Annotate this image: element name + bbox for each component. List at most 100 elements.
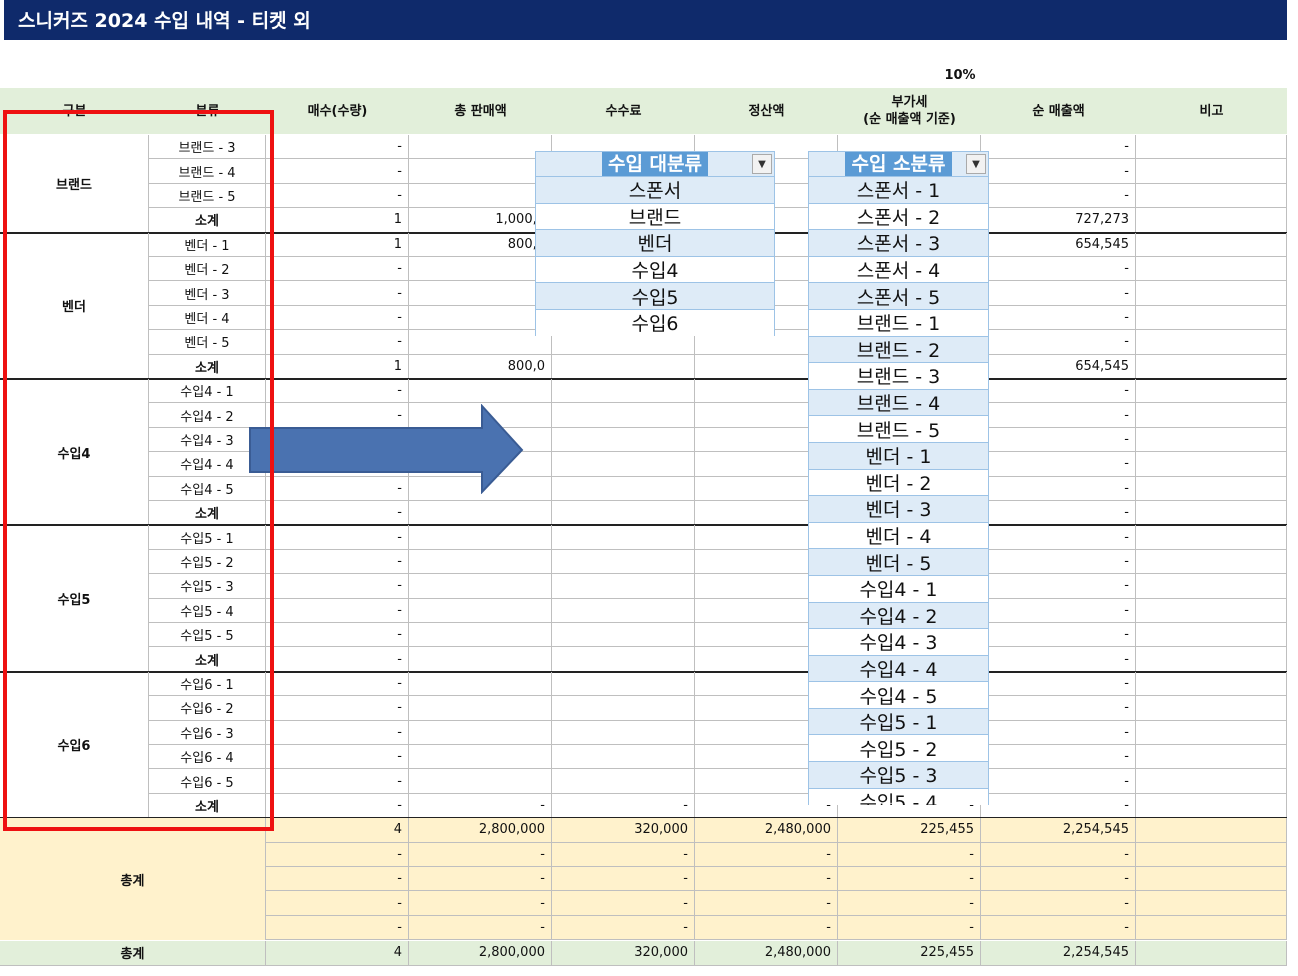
net-cell[interactable]: - xyxy=(981,305,1136,331)
subcategory-cell[interactable]: 수입4 - 1 xyxy=(149,379,266,404)
subcategory-cell[interactable]: 수입6 - 3 xyxy=(149,720,266,745)
slicer-item[interactable]: 수입6 xyxy=(535,309,775,336)
slicer-item[interactable]: 브랜드 - 4 xyxy=(808,389,989,417)
sales-cell[interactable] xyxy=(409,330,552,355)
subcategory-cell[interactable]: 수입5 - 5 xyxy=(149,623,266,648)
grand-total-fee-cell[interactable]: 320,000 xyxy=(552,941,695,966)
subcategory-cell[interactable]: 브랜드 - 5 xyxy=(149,183,266,209)
remark-cell[interactable] xyxy=(1136,330,1287,355)
qty-cell[interactable]: - xyxy=(266,135,409,160)
sales-cell[interactable]: 800,0 xyxy=(409,354,552,379)
total-remark-cell[interactable] xyxy=(1136,915,1287,941)
remark-cell[interactable] xyxy=(1136,501,1287,526)
grand-total-net-cell[interactable]: 2,254,545 xyxy=(981,941,1136,966)
net-cell[interactable]: - xyxy=(981,476,1136,501)
fee-cell[interactable] xyxy=(552,769,695,794)
net-cell[interactable]: - xyxy=(981,379,1136,404)
fee-cell[interactable] xyxy=(552,720,695,745)
total-vat-cell[interactable]: - xyxy=(838,867,981,892)
sales-cell[interactable]: - xyxy=(409,793,552,819)
sales-cell[interactable] xyxy=(409,769,552,794)
qty-cell[interactable]: - xyxy=(266,623,409,648)
qty-cell[interactable]: - xyxy=(266,257,409,282)
sales-cell[interactable] xyxy=(409,525,552,550)
subcategory-cell[interactable]: 벤더 - 2 xyxy=(149,257,266,282)
slicer-item[interactable]: 수입4 xyxy=(535,256,775,284)
slicer-item[interactable]: 벤더 - 1 xyxy=(808,442,989,470)
grand-total-settle-cell[interactable]: 2,480,000 xyxy=(695,941,838,966)
total-fee-cell[interactable]: 320,000 xyxy=(552,818,695,843)
remark-cell[interactable] xyxy=(1136,769,1287,794)
qty-cell[interactable]: - xyxy=(266,159,409,184)
vat-rate[interactable]: 10% xyxy=(944,68,976,83)
net-cell[interactable]: - xyxy=(981,696,1136,721)
sales-cell[interactable] xyxy=(409,305,552,331)
fee-cell[interactable] xyxy=(552,696,695,721)
net-cell[interactable]: - xyxy=(981,720,1136,745)
subcategory-cell[interactable]: 벤더 - 3 xyxy=(149,281,266,306)
total-sales-cell[interactable]: 2,800,000 xyxy=(409,818,552,843)
remark-cell[interactable] xyxy=(1136,647,1287,672)
total-sales-cell[interactable]: - xyxy=(409,842,552,867)
major-category-table[interactable]: 수입 대분류 ▼ 스폰서 브랜드 벤더 수입4 수입5 수입6 xyxy=(535,151,775,336)
net-cell[interactable]: - xyxy=(981,501,1136,526)
total-qty-cell[interactable]: 4 xyxy=(266,818,409,843)
sales-cell[interactable] xyxy=(409,159,552,184)
slicer-item[interactable]: 브랜드 - 1 xyxy=(808,309,989,337)
sales-cell[interactable] xyxy=(409,598,552,623)
net-cell[interactable]: - xyxy=(981,403,1136,428)
fee-cell[interactable] xyxy=(552,671,695,697)
remark-cell[interactable] xyxy=(1136,159,1287,184)
subcategory-cell[interactable]: 벤더 - 5 xyxy=(149,330,266,355)
net-cell[interactable]: - xyxy=(981,525,1136,550)
sales-cell[interactable] xyxy=(409,671,552,697)
net-cell[interactable]: - xyxy=(981,574,1136,599)
remark-cell[interactable] xyxy=(1136,208,1287,233)
net-cell[interactable]: - xyxy=(981,452,1136,477)
slicer-item[interactable]: 스폰서 - 4 xyxy=(808,256,989,284)
qty-cell[interactable]: - xyxy=(266,549,409,575)
qty-cell[interactable]: - xyxy=(266,476,409,501)
fee-cell[interactable] xyxy=(552,525,695,550)
subcategory-cell[interactable]: 벤더 - 1 xyxy=(149,232,266,257)
remark-cell[interactable] xyxy=(1136,623,1287,648)
total-net-cell[interactable]: - xyxy=(981,915,1136,941)
total-qty-cell[interactable]: - xyxy=(266,891,409,916)
grand-total-qty-cell[interactable]: 4 xyxy=(266,941,409,966)
slicer-item[interactable]: 브랜드 - 2 xyxy=(808,336,989,364)
sales-cell[interactable] xyxy=(409,452,552,477)
fee-cell[interactable] xyxy=(552,574,695,599)
fee-cell[interactable] xyxy=(552,379,695,404)
qty-cell[interactable]: - xyxy=(266,720,409,745)
slicer-item[interactable]: 벤더 - 4 xyxy=(808,522,989,550)
qty-cell[interactable]: - xyxy=(266,183,409,209)
qty-cell[interactable]: 1 xyxy=(266,232,409,257)
subcategory-cell[interactable]: 수입6 - 4 xyxy=(149,745,266,770)
fee-cell[interactable] xyxy=(552,476,695,501)
slicer-item[interactable]: 브랜드 - 3 xyxy=(808,363,989,390)
fee-cell[interactable] xyxy=(552,623,695,648)
fee-cell[interactable] xyxy=(552,427,695,453)
sales-cell[interactable]: 1,000,0 xyxy=(409,208,552,233)
total-settle-cell[interactable]: 2,480,000 xyxy=(695,818,838,843)
total-remark-cell[interactable] xyxy=(1136,891,1287,916)
slicer-item[interactable]: 벤더 - 2 xyxy=(808,469,989,497)
remark-cell[interactable] xyxy=(1136,696,1287,721)
minor-category-header[interactable]: 수입 소분류 ▼ xyxy=(808,151,989,177)
remark-cell[interactable] xyxy=(1136,183,1287,209)
sales-cell[interactable] xyxy=(409,501,552,526)
slicer-item[interactable]: 수입5 xyxy=(535,283,775,310)
slicer-item[interactable]: 스폰서 - 2 xyxy=(808,203,989,231)
total-net-cell[interactable]: - xyxy=(981,891,1136,916)
fee-cell[interactable] xyxy=(552,452,695,477)
qty-cell[interactable]: - xyxy=(266,501,409,526)
net-cell[interactable]: - xyxy=(981,745,1136,770)
fee-cell[interactable] xyxy=(552,330,695,355)
remark-cell[interactable] xyxy=(1136,549,1287,575)
sales-cell[interactable] xyxy=(409,745,552,770)
sales-cell[interactable] xyxy=(409,183,552,209)
net-cell[interactable]: 654,545 xyxy=(981,354,1136,379)
slicer-item[interactable]: 수입4 - 2 xyxy=(808,602,989,630)
slicer-item[interactable]: 벤더 - 5 xyxy=(808,549,989,576)
subcategory-cell[interactable]: 수입5 - 4 xyxy=(149,598,266,623)
